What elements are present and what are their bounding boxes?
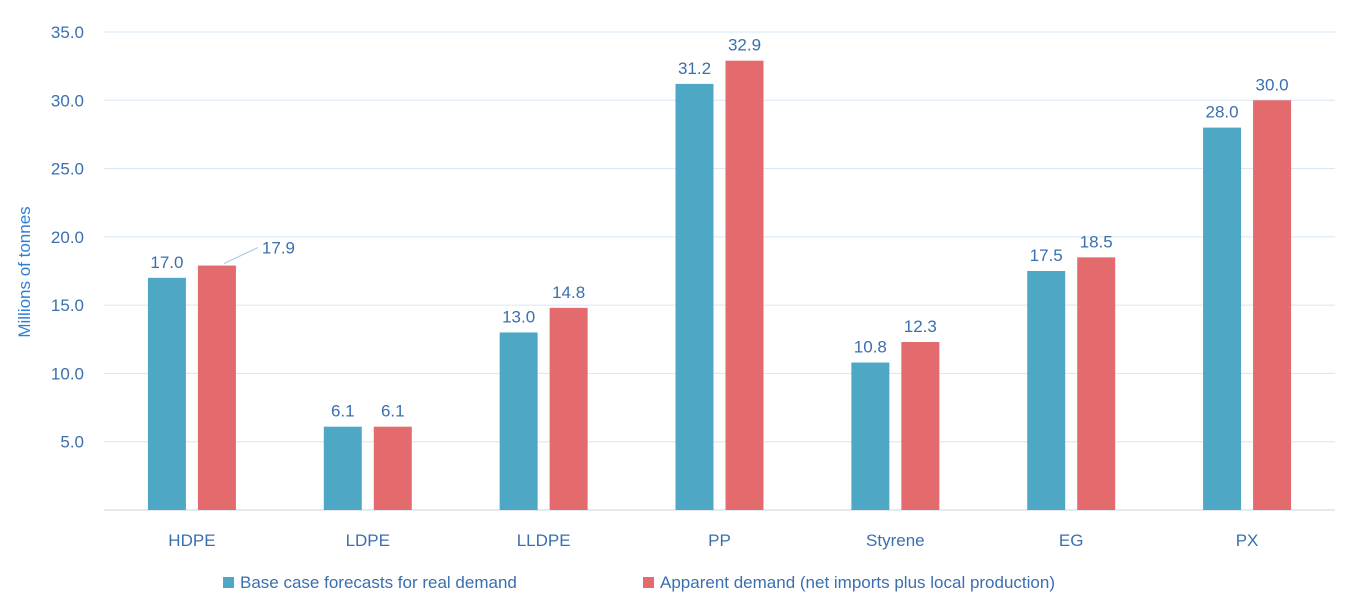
bar-base-case xyxy=(147,277,186,510)
legend-label-base-case: Base case forecasts for real demand xyxy=(240,573,517,592)
bar-apparent-demand xyxy=(1253,100,1292,511)
y-axis-ticks: 5.0 10.0 15.0 20.0 25.0 30.0 35.0 xyxy=(51,23,84,452)
data-label: 28.0 xyxy=(1206,103,1239,122)
data-label: 17.9 xyxy=(262,239,295,258)
x-category-label: EG xyxy=(1059,531,1084,550)
legend-label-apparent-demand: Apparent demand (net imports plus local … xyxy=(660,573,1055,592)
y-tick-label: 30.0 xyxy=(51,91,84,110)
legend: Base case forecasts for real demand Appa… xyxy=(223,573,1055,592)
data-label: 17.0 xyxy=(150,253,183,272)
x-category-label: PP xyxy=(708,531,731,550)
y-tick-label: 10.0 xyxy=(51,364,84,383)
y-tick-label: 25.0 xyxy=(51,160,84,179)
bar-apparent-demand xyxy=(1077,257,1116,510)
bar-apparent-demand xyxy=(725,60,764,511)
data-label: 6.1 xyxy=(331,402,355,421)
data-label: 14.8 xyxy=(552,283,585,302)
bar-base-case xyxy=(851,362,890,510)
label-leader-line xyxy=(223,247,259,264)
bars xyxy=(147,60,1292,511)
data-label: 18.5 xyxy=(1080,232,1113,251)
data-label: 13.0 xyxy=(502,307,535,326)
data-label: 31.2 xyxy=(678,59,711,78)
bar-base-case xyxy=(675,83,714,510)
x-axis-categories: HDPE LDPE LLDPE PP Styrene EG PX xyxy=(168,531,1258,550)
bar-base-case xyxy=(499,332,538,510)
y-tick-label: 35.0 xyxy=(51,23,84,42)
gridlines xyxy=(104,31,1335,511)
y-axis-label: Millions of tonnes xyxy=(15,206,34,337)
x-category-label: PX xyxy=(1236,531,1259,550)
data-labels: 17.0 17.9 6.1 6.1 13.0 14.8 31.2 32.9 10.8 12.3 17… xyxy=(150,36,1288,421)
bar-apparent-demand xyxy=(197,265,236,510)
x-category-label: LDPE xyxy=(346,531,390,550)
bar-apparent-demand xyxy=(901,342,940,510)
bar-apparent-demand xyxy=(373,426,412,510)
legend-swatch-apparent-demand xyxy=(643,577,654,588)
legend-swatch-base-case xyxy=(223,577,234,588)
bar-apparent-demand xyxy=(549,307,588,510)
bar-base-case xyxy=(1027,271,1066,510)
data-label: 6.1 xyxy=(381,402,405,421)
x-category-label: Styrene xyxy=(866,531,925,550)
x-category-label: HDPE xyxy=(168,531,215,550)
data-label: 17.5 xyxy=(1030,246,1063,265)
y-tick-label: 15.0 xyxy=(51,296,84,315)
data-label: 32.9 xyxy=(728,36,761,55)
y-tick-label: 5.0 xyxy=(60,433,84,452)
bar-base-case xyxy=(1203,127,1242,510)
y-tick-label: 20.0 xyxy=(51,228,84,247)
data-label: 30.0 xyxy=(1256,75,1289,94)
bar-base-case xyxy=(323,426,362,510)
data-label: 12.3 xyxy=(904,317,937,336)
data-label: 10.8 xyxy=(854,338,887,357)
x-category-label: LLDPE xyxy=(517,531,571,550)
